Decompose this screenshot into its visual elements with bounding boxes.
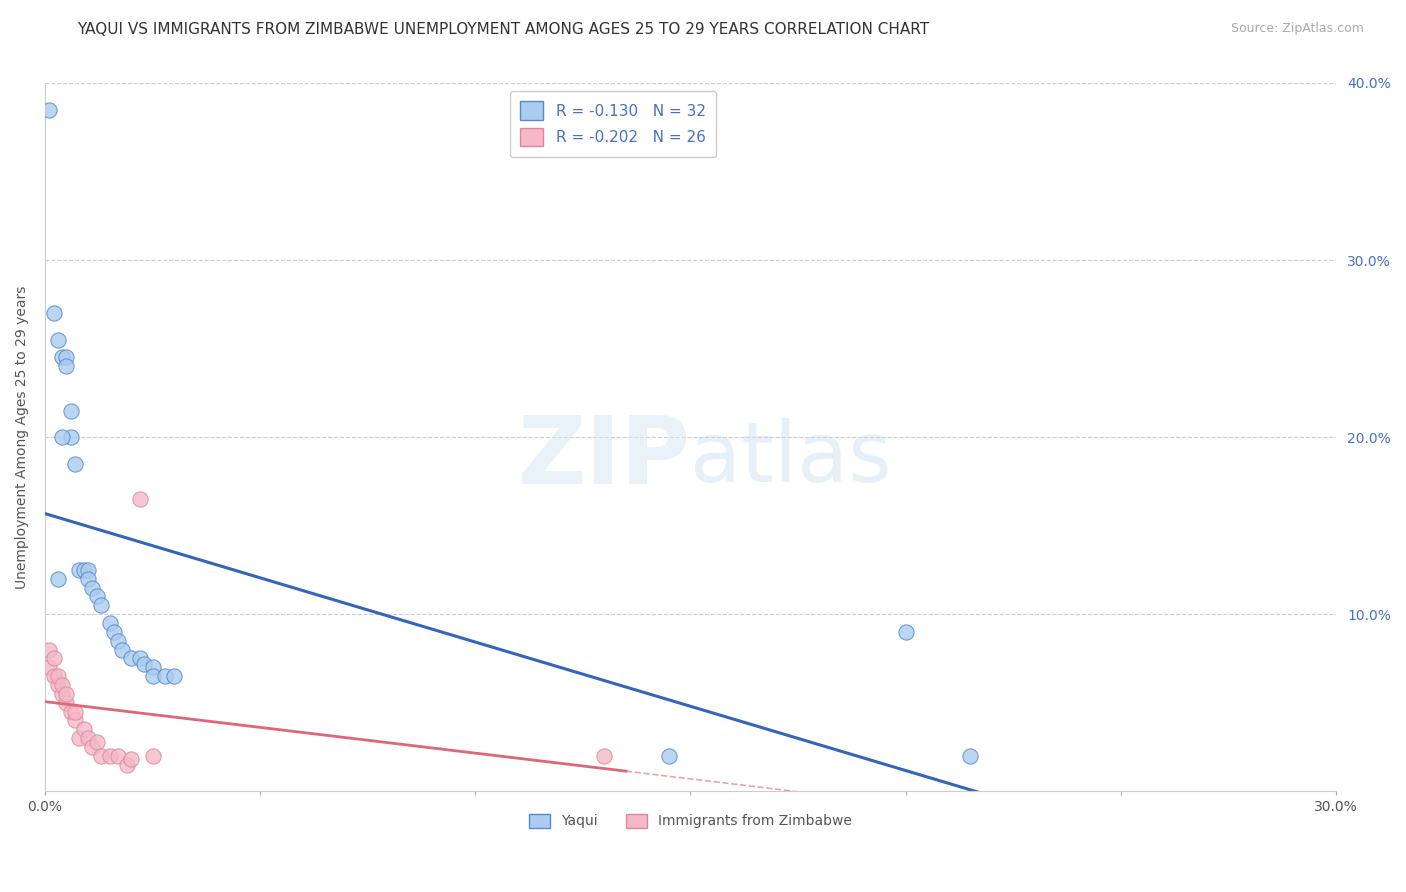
Point xyxy=(59,430,82,444)
Point xyxy=(142,748,165,763)
Point xyxy=(51,687,73,701)
Point xyxy=(142,660,165,674)
Point xyxy=(132,657,155,671)
Point xyxy=(63,714,86,728)
Point xyxy=(115,757,138,772)
Point xyxy=(82,739,104,754)
Y-axis label: Unemployment Among Ages 25 to 29 years: Unemployment Among Ages 25 to 29 years xyxy=(15,285,30,589)
Point xyxy=(98,615,121,630)
Point xyxy=(46,669,69,683)
Point xyxy=(38,660,60,674)
Point xyxy=(63,705,86,719)
Text: atlas: atlas xyxy=(690,417,893,499)
Point xyxy=(51,351,73,365)
Point xyxy=(86,590,108,604)
Text: ZIP: ZIP xyxy=(517,412,690,504)
Point xyxy=(55,359,77,374)
Point xyxy=(59,705,82,719)
Point xyxy=(142,669,165,683)
Point xyxy=(67,563,90,577)
Point xyxy=(120,752,142,766)
Point xyxy=(51,430,73,444)
Point xyxy=(55,687,77,701)
Point xyxy=(155,669,177,683)
Point xyxy=(46,572,69,586)
Point xyxy=(59,403,82,417)
Point xyxy=(42,306,65,320)
Point xyxy=(63,457,86,471)
Point xyxy=(46,333,69,347)
Point xyxy=(77,563,100,577)
Point xyxy=(90,599,112,613)
Point xyxy=(42,651,65,665)
Legend: Yaqui, Immigrants from Zimbabwe: Yaqui, Immigrants from Zimbabwe xyxy=(524,808,858,834)
Point xyxy=(163,669,186,683)
Point xyxy=(82,581,104,595)
Point xyxy=(658,748,681,763)
Point xyxy=(73,723,96,737)
Point xyxy=(103,624,125,639)
Point xyxy=(959,748,981,763)
Point xyxy=(98,748,121,763)
Point xyxy=(46,678,69,692)
Point xyxy=(38,103,60,117)
Point xyxy=(38,642,60,657)
Text: Source: ZipAtlas.com: Source: ZipAtlas.com xyxy=(1230,22,1364,36)
Point xyxy=(90,748,112,763)
Point xyxy=(593,748,616,763)
Point xyxy=(51,678,73,692)
Point xyxy=(55,351,77,365)
Point xyxy=(73,563,96,577)
Point xyxy=(77,731,100,746)
Point xyxy=(107,633,129,648)
Point xyxy=(894,624,917,639)
Point xyxy=(77,572,100,586)
Point xyxy=(55,696,77,710)
Point xyxy=(128,492,150,507)
Point xyxy=(86,734,108,748)
Point xyxy=(120,651,142,665)
Text: YAQUI VS IMMIGRANTS FROM ZIMBABWE UNEMPLOYMENT AMONG AGES 25 TO 29 YEARS CORRELA: YAQUI VS IMMIGRANTS FROM ZIMBABWE UNEMPL… xyxy=(77,22,929,37)
Point xyxy=(42,669,65,683)
Point xyxy=(111,642,134,657)
Point xyxy=(128,651,150,665)
Point xyxy=(67,731,90,746)
Point xyxy=(107,748,129,763)
